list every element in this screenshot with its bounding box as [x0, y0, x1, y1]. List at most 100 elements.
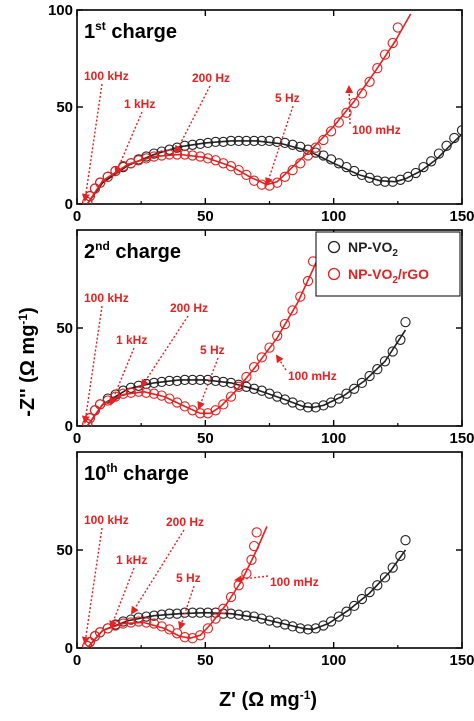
data-point-np-vo2-rgo: [148, 618, 160, 629]
frequency-arrow: [234, 575, 269, 584]
data-point-np-vo2: [164, 375, 175, 387]
data-point-np-vo2: [264, 388, 275, 399]
data-point-np-vo2-rgo: [141, 153, 152, 164]
x-tick-label: 100: [321, 208, 346, 225]
panel-title-number: 1: [84, 21, 95, 43]
data-point-np-vo2: [225, 135, 237, 147]
frequency-annotation: 100 kHz: [84, 513, 129, 527]
frequency-annotation: 200 Hz: [166, 515, 204, 529]
legend-entry-np-vo2: NP-VO2: [348, 239, 398, 259]
data-point-np-vo2: [341, 388, 352, 399]
data-point-np-vo2: [333, 393, 344, 404]
panel-title-superscript: nd: [95, 239, 110, 253]
data-point-np-vo2: [395, 550, 406, 562]
series-group: [82, 13, 462, 204]
frequency-annotation: 100 mHz: [352, 123, 401, 137]
y-tick-label: 100: [48, 2, 73, 19]
data-point-np-vo2-rgo: [210, 613, 221, 624]
data-point-np-vo2-rgo: [82, 418, 93, 426]
data-point-np-vo2-rgo: [202, 153, 214, 164]
data-point-np-vo2-rgo: [82, 196, 93, 204]
x-tick-label: 0: [73, 430, 81, 447]
data-point-np-vo2-rgo: [141, 387, 152, 398]
data-point-np-vo2-rgo: [364, 76, 375, 87]
data-point-np-vo2-rgo: [333, 117, 344, 128]
data-point-np-vo2-rgo: [279, 171, 291, 182]
data-point-np-vo2-rgo: [248, 540, 260, 552]
y-tick-label: 50: [56, 99, 73, 116]
x-tick-label: 150: [449, 652, 474, 669]
data-point-np-vo2-rgo: [295, 291, 306, 302]
y-tick-label: 50: [56, 320, 73, 337]
y-tick-label: 0: [65, 640, 73, 657]
data-point-np-vo2: [372, 364, 383, 375]
data-point-np-vo2-rgo: [179, 149, 190, 160]
data-point-np-vo2-rgo: [225, 391, 237, 402]
x-tick-label: 100: [321, 430, 346, 447]
data-point-np-vo2: [248, 611, 260, 622]
data-point-np-vo2: [310, 147, 321, 158]
x-tick-label: 100: [321, 652, 346, 669]
data-point-np-vo2-rgo: [133, 155, 144, 166]
data-point-np-vo2: [187, 374, 198, 386]
data-point-np-vo2: [256, 613, 267, 624]
data-point-np-vo2: [264, 615, 275, 626]
legend-marker-np-vo2: [327, 240, 341, 254]
data-point-np-vo2-rgo: [325, 126, 337, 137]
frequency-arrow: [175, 85, 211, 154]
data-point-np-vo2-rgo: [118, 618, 129, 629]
data-point-np-vo2: [141, 611, 152, 622]
data-point-np-vo2: [218, 136, 229, 148]
data-point-np-vo2: [148, 377, 160, 389]
data-point-np-vo2: [302, 144, 314, 155]
legend-box: [315, 231, 461, 297]
data-point-np-vo2: [449, 132, 460, 144]
frequency-annotation: 100 mHz: [270, 575, 319, 589]
frequency-arrow: [81, 83, 103, 202]
data-point-np-vo2-rgo: [148, 388, 160, 399]
frequency-arrow: [140, 315, 189, 388]
data-point-np-vo2: [295, 141, 306, 152]
data-point-np-vo2: [171, 608, 183, 619]
data-point-np-vo2-rgo: [133, 386, 144, 397]
data-point-np-vo2: [272, 617, 283, 628]
data-point-np-vo2: [302, 624, 314, 635]
data-point-np-vo2-rgo: [94, 177, 106, 188]
data-point-np-vo2-rgo: [310, 142, 321, 153]
frequency-annotation: 100 kHz: [84, 291, 129, 305]
data-point-np-vo2-rgo: [318, 134, 329, 146]
frequency-arrow: [109, 567, 135, 629]
data-point-np-vo2-rgo: [302, 275, 314, 287]
panel-title-superscript: st: [95, 19, 106, 33]
frequency-annotation: 1 kHz: [124, 97, 155, 111]
y-tick-label: 0: [65, 418, 73, 435]
data-point-np-vo2: [179, 607, 190, 618]
data-point-np-vo2: [279, 137, 291, 149]
data-point-np-vo2-rgo: [241, 169, 252, 181]
data-point-np-vo2-rgo: [218, 399, 229, 410]
data-point-np-vo2: [356, 593, 368, 605]
data-point-np-vo2: [256, 135, 267, 147]
data-point-np-vo2: [233, 135, 244, 147]
legend-marker-np-vo2-rgo: [327, 267, 341, 281]
data-point-np-vo2: [210, 375, 221, 387]
frequency-annotation: 200 Hz: [170, 301, 208, 315]
data-point-np-vo2: [287, 139, 298, 150]
data-point-np-vo2-rgo: [272, 330, 283, 341]
data-point-np-vo2-rgo: [210, 405, 221, 416]
data-point-np-vo2: [156, 609, 167, 620]
data-point-np-vo2-rgo: [287, 164, 298, 176]
frequency-annotation: 100 mHz: [288, 369, 337, 383]
data-point-np-vo2: [379, 572, 391, 583]
panel-1: 0 50 100 150 0 50 100 1st charge 100 kHz 1 kHz 200…: [48, 2, 474, 225]
y-tick-label: 50: [56, 542, 73, 559]
data-point-np-vo2: [248, 383, 260, 394]
data-point-np-vo2-rgo: [195, 151, 206, 162]
data-point-np-vo2: [456, 125, 462, 136]
x-axis-title: Z' (Ω mg-1): [219, 688, 317, 711]
data-point-np-vo2-rgo: [125, 617, 137, 628]
data-point-np-vo2-rgo: [248, 362, 260, 373]
series-group: [82, 526, 411, 648]
